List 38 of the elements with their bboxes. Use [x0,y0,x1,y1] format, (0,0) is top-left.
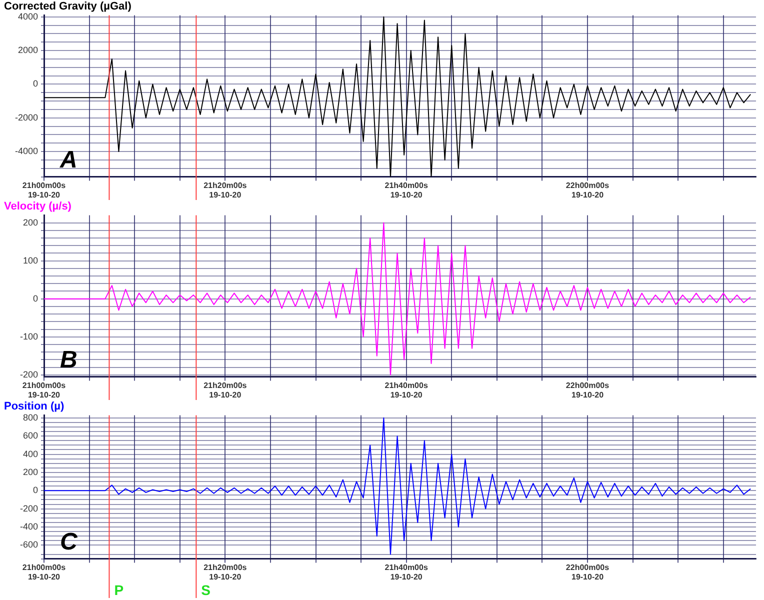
y-tick-label: -2000 [14,112,38,122]
x-tick-label: 21h40m00s 19-10-20 [384,380,428,400]
y-tick-label: 100 [22,255,38,266]
y-tick-label: -400 [20,521,38,532]
y-tick-label: 800 [22,412,38,422]
x-tick-label: 21h20m00s 19-10-20 [204,180,248,200]
x-tick-label: 22h00m00s 19-10-20 [566,380,610,400]
y-tick-label: 4000 [18,11,38,22]
ref-line-label: P [114,582,124,598]
annotation: C [60,528,78,556]
y-tick-label: 0 [32,485,38,496]
x-tick-label: 21h00m00s 19-10-20 [22,180,66,200]
x-tick-label: 21h20m00s 19-10-20 [204,562,248,582]
x-tick-label: 21h40m00s 19-10-20 [384,180,428,200]
chart-title: Velocity (µ/s) [4,200,72,213]
y-tick-label: -200 [20,369,38,380]
x-tick-label: 22h00m00s 19-10-20 [566,180,610,200]
x-tick-label: 21h00m00s 19-10-20 [22,562,66,582]
x-tick-label: 21h40m00s 19-10-20 [384,562,428,582]
y-tick-label: 400 [22,448,38,459]
x-tick-label: 21h20m00s 19-10-20 [204,380,248,400]
ref-line-label: S [201,582,211,598]
annotation: A [59,146,78,174]
chart-title: Position (µ) [4,400,64,413]
y-tick-label: -100 [20,331,38,342]
y-tick-label: 200 [22,217,38,228]
y-tick-label: 2000 [18,45,38,56]
y-tick-label: 600 [22,430,38,441]
y-tick-label: -4000 [14,146,38,156]
y-tick-label: -600 [20,540,38,550]
annotation: B [60,346,78,374]
x-tick-label: 21h00m00s 19-10-20 [22,380,66,400]
chart-title: Corrected Gravity (µGal) [4,0,132,13]
y-tick-label: -200 [20,503,38,514]
y-tick-label: 200 [22,466,38,477]
y-tick-label: 0 [32,293,38,304]
y-tick-label: 0 [32,78,38,89]
x-tick-label: 22h00m00s 19-10-20 [566,562,610,582]
